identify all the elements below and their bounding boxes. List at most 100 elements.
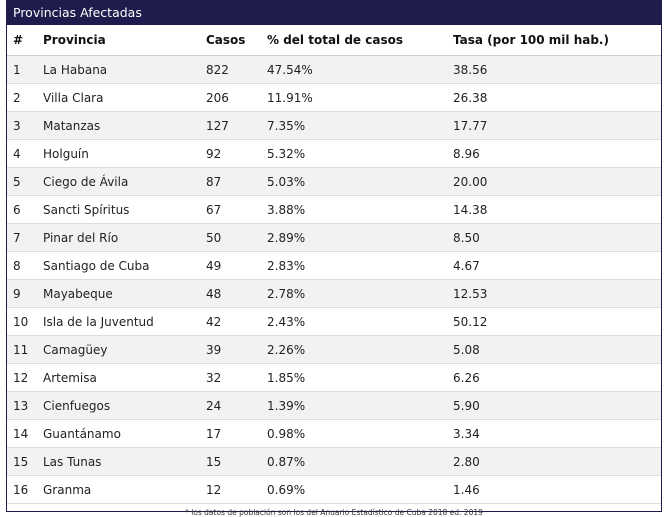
cell-tasa: 3.34 [453, 419, 661, 448]
table-row: 11 Camagüey 39 2.26% 5.08 [7, 335, 661, 364]
cell-provincia: Camagüey [43, 335, 206, 364]
cell-pct: 2.78% [267, 279, 453, 308]
header-casos[interactable]: Casos [206, 25, 267, 56]
cell-provincia: Ciego de Ávila [43, 167, 206, 196]
provincias-table: # Provincia Casos % del total de casos T… [7, 25, 661, 504]
cell-provincia: Matanzas [43, 111, 206, 140]
cell-pct: 0.98% [267, 419, 453, 448]
cell-provincia: Mayabeque [43, 279, 206, 308]
cell-tasa: 50.12 [453, 307, 661, 336]
panel-title: Provincias Afectadas [7, 1, 661, 25]
header-provincia[interactable]: Provincia [43, 25, 206, 56]
cell-tasa: 5.90 [453, 391, 661, 420]
cell-pct: 2.43% [267, 307, 453, 336]
cell-pct: 2.83% [267, 251, 453, 280]
cell-pct: 11.91% [267, 83, 453, 112]
cell-num: 11 [7, 335, 43, 364]
cell-provincia: Santiago de Cuba [43, 251, 206, 280]
cell-casos: 42 [206, 307, 267, 336]
table-body: 1 La Habana 822 47.54% 38.56 2 Villa Clara 206 1… [7, 55, 661, 504]
table-row: 8 Santiago de Cuba 49 2.83% 4.67 [7, 251, 661, 280]
cell-casos: 15 [206, 447, 267, 476]
cell-casos: 17 [206, 419, 267, 448]
cell-num: 15 [7, 447, 43, 476]
table-row: 1 La Habana 822 47.54% 38.56 [7, 55, 661, 84]
cell-num: 12 [7, 363, 43, 392]
cell-tasa: 12.53 [453, 279, 661, 308]
cell-tasa: 8.50 [453, 223, 661, 252]
cell-provincia: Pinar del Río [43, 223, 206, 252]
cell-num: 2 [7, 83, 43, 112]
cell-provincia: Sancti Spíritus [43, 195, 206, 224]
cell-pct: 0.69% [267, 475, 453, 504]
cell-casos: 206 [206, 83, 267, 112]
cell-pct: 47.54% [267, 55, 453, 84]
cell-num: 7 [7, 223, 43, 252]
header-pct[interactable]: % del total de casos [267, 25, 453, 56]
cell-pct: 5.32% [267, 139, 453, 168]
cell-num: 5 [7, 167, 43, 196]
cell-casos: 48 [206, 279, 267, 308]
cell-provincia: Cienfuegos [43, 391, 206, 420]
cell-pct: 3.88% [267, 195, 453, 224]
table-row: 4 Holguín 92 5.32% 8.96 [7, 139, 661, 168]
table-header-row: # Provincia Casos % del total de casos T… [7, 25, 661, 56]
cell-pct: 7.35% [267, 111, 453, 140]
cell-casos: 67 [206, 195, 267, 224]
table-row: 12 Artemisa 32 1.85% 6.26 [7, 363, 661, 392]
cell-tasa: 6.26 [453, 363, 661, 392]
header-num[interactable]: # [7, 25, 43, 56]
table-row: 7 Pinar del Río 50 2.89% 8.50 [7, 223, 661, 252]
cell-provincia: Isla de la Juventud [43, 307, 206, 336]
provincias-panel: Provincias Afectadas # Provincia Casos %… [6, 0, 662, 517]
table-row: 6 Sancti Spíritus 67 3.88% 14.38 [7, 195, 661, 224]
cell-provincia: Las Tunas [43, 447, 206, 476]
table-row: 2 Villa Clara 206 11.91% 26.38 [7, 83, 661, 112]
cell-tasa: 26.38 [453, 83, 661, 112]
table-row: 9 Mayabeque 48 2.78% 12.53 [7, 279, 661, 308]
cell-num: 3 [7, 111, 43, 140]
cell-num: 16 [7, 475, 43, 504]
footnote: * los datos de población son los del Anu… [185, 508, 483, 517]
cell-pct: 2.89% [267, 223, 453, 252]
cell-tasa: 1.46 [453, 475, 661, 504]
cell-casos: 50 [206, 223, 267, 252]
cell-casos: 32 [206, 363, 267, 392]
cell-pct: 0.87% [267, 447, 453, 476]
cell-num: 4 [7, 139, 43, 168]
cell-tasa: 8.96 [453, 139, 661, 168]
cell-pct: 1.85% [267, 363, 453, 392]
cell-provincia: La Habana [43, 55, 206, 84]
cell-casos: 127 [206, 111, 267, 140]
cell-provincia: Guantánamo [43, 419, 206, 448]
cell-casos: 24 [206, 391, 267, 420]
cell-casos: 39 [206, 335, 267, 364]
cell-num: 14 [7, 419, 43, 448]
table-row: 5 Ciego de Ávila 87 5.03% 20.00 [7, 167, 661, 196]
cell-casos: 87 [206, 167, 267, 196]
cell-pct: 2.26% [267, 335, 453, 364]
cell-casos: 822 [206, 55, 267, 84]
cell-tasa: 38.56 [453, 55, 661, 84]
table-row: 14 Guantánamo 17 0.98% 3.34 [7, 419, 661, 448]
cell-tasa: 5.08 [453, 335, 661, 364]
table-row: 10 Isla de la Juventud 42 2.43% 50.12 [7, 307, 661, 336]
cell-tasa: 17.77 [453, 111, 661, 140]
cell-casos: 92 [206, 139, 267, 168]
cell-tasa: 14.38 [453, 195, 661, 224]
cell-tasa: 2.80 [453, 447, 661, 476]
table-row: 15 Las Tunas 15 0.87% 2.80 [7, 447, 661, 476]
table-row: 13 Cienfuegos 24 1.39% 5.90 [7, 391, 661, 420]
cell-num: 10 [7, 307, 43, 336]
cell-provincia: Villa Clara [43, 83, 206, 112]
header-tasa[interactable]: Tasa (por 100 mil hab.) [453, 25, 661, 56]
cell-casos: 49 [206, 251, 267, 280]
cell-pct: 5.03% [267, 167, 453, 196]
cell-tasa: 20.00 [453, 167, 661, 196]
table-row: 3 Matanzas 127 7.35% 17.77 [7, 111, 661, 140]
cell-pct: 1.39% [267, 391, 453, 420]
cell-provincia: Holguín [43, 139, 206, 168]
cell-num: 8 [7, 251, 43, 280]
cell-num: 9 [7, 279, 43, 308]
cell-num: 6 [7, 195, 43, 224]
